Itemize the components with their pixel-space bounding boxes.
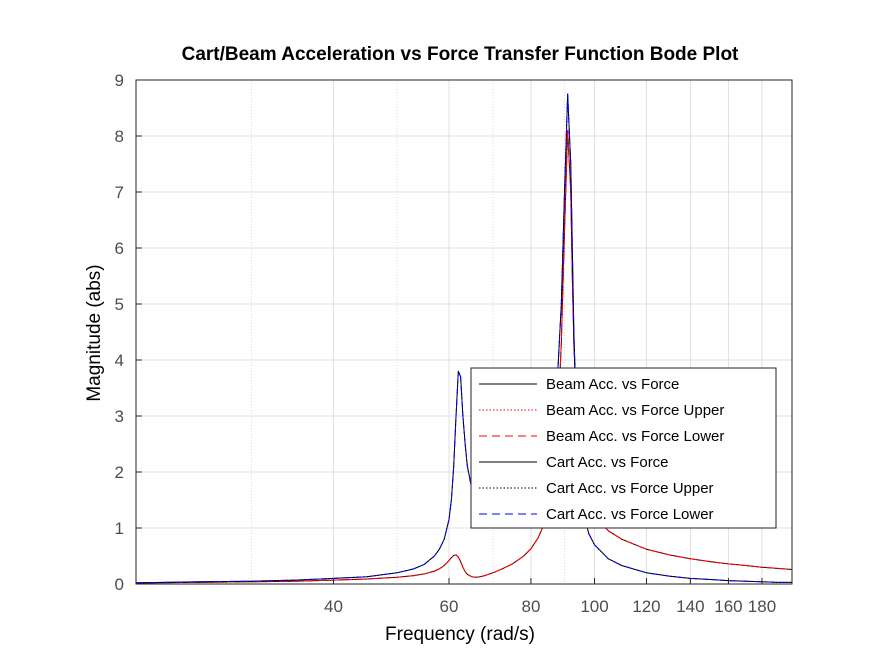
x-tick-label: 60: [440, 597, 459, 616]
y-tick-label: 1: [115, 519, 124, 538]
y-tick-label: 0: [115, 575, 124, 594]
y-tick-label: 8: [115, 127, 124, 146]
x-tick-label: 120: [632, 597, 660, 616]
x-axis-label: Frequency (rad/s): [385, 624, 535, 645]
chart-title: Cart/Beam Acceleration vs Force Transfer…: [182, 44, 739, 65]
legend-entry: Beam Acc. vs Force Lower: [546, 428, 724, 445]
legend-entry: Beam Acc. vs Force: [546, 376, 679, 393]
legend-entry: Beam Acc. vs Force Upper: [546, 402, 724, 419]
x-tick-label: 40: [324, 597, 343, 616]
x-tick-label: 140: [676, 597, 704, 616]
x-tick-label: 160: [714, 597, 742, 616]
y-tick-label: 4: [115, 351, 124, 370]
legend-entry: Cart Acc. vs Force Lower: [546, 506, 714, 523]
legend-entry: Cart Acc. vs Force Upper: [546, 480, 714, 497]
axis-ticks: 40 60 80 100 120 140 160 180 0 1 2 3 4 5 6 7 8 9: [115, 71, 777, 616]
y-axis-label: Magnitude (abs): [84, 264, 105, 401]
y-tick-label: 5: [115, 295, 124, 314]
x-tick-label: 100: [580, 597, 608, 616]
y-tick-label: 7: [115, 183, 124, 202]
y-tick-label: 6: [115, 239, 124, 258]
x-tick-label: 180: [748, 597, 776, 616]
y-tick-label: 2: [115, 463, 124, 482]
plot-area-frame: [135, 79, 793, 585]
series-line-3: [135, 129, 793, 584]
y-tick-label: 3: [115, 407, 124, 426]
x-tick-label: 80: [521, 597, 540, 616]
legend-entry: Cart Acc. vs Force: [546, 454, 669, 471]
legend: Beam Acc. vs Force Beam Acc. vs Force Upp…: [470, 367, 777, 529]
y-tick-label: 9: [115, 71, 124, 90]
legend-box: [470, 367, 777, 529]
